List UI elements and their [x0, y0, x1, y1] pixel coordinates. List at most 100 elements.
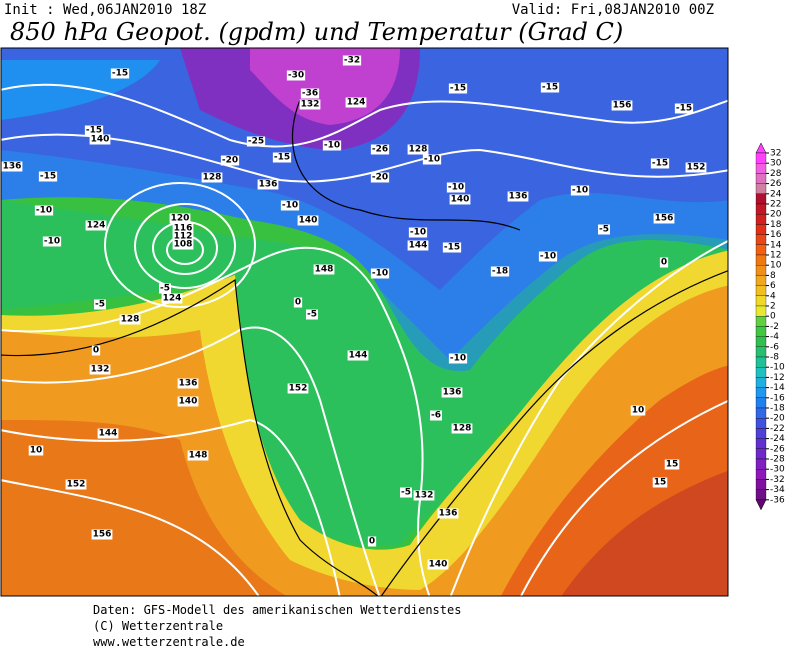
colorbar-label: 0: [770, 312, 776, 322]
colorbar-swatch: [755, 295, 767, 307]
label-box: [280, 200, 300, 211]
contour-label: 140: [451, 195, 470, 205]
contour-label: 136: [439, 509, 458, 519]
label-box: [427, 559, 449, 570]
colorbar-swatch: [755, 285, 767, 296]
colorbar-label: 4: [770, 291, 776, 301]
label-box: [652, 477, 668, 488]
contour-label: 124: [163, 294, 182, 304]
contour-label: 152: [289, 384, 308, 394]
footer-line: (C) Wetterzentrale: [93, 619, 223, 633]
contour-label: -10: [44, 237, 60, 247]
contour-label: -5: [307, 310, 317, 320]
colorbar-label: -16: [770, 393, 785, 403]
label-box: [110, 68, 130, 79]
contour-label: 132: [91, 365, 110, 375]
colorbar-label: 16: [770, 230, 782, 240]
contour-label: -18: [492, 267, 508, 277]
colorbar-label: 20: [770, 210, 782, 220]
label-box: [313, 264, 335, 275]
label-box: [413, 490, 435, 501]
contour-label: 128: [409, 145, 428, 155]
colorbar-swatch: [755, 244, 767, 256]
label-box: [84, 125, 104, 136]
contour-label: 136: [3, 162, 22, 172]
label-box: [611, 100, 633, 111]
label-box: [220, 155, 240, 166]
colorbar-label: -12: [770, 373, 785, 383]
label-box: [430, 410, 442, 421]
colorbar-label: 30: [770, 159, 782, 169]
colorbar-label: -10: [770, 363, 785, 373]
colorbar-swatch: [755, 265, 767, 276]
colorbar-swatch: [755, 336, 767, 347]
contour-label: -20: [372, 173, 388, 183]
colorbar-label: -34: [770, 485, 785, 495]
contour-label: 140: [299, 216, 318, 226]
map: [1, 48, 728, 596]
label-box: [94, 299, 106, 310]
map-border: [0, 47, 729, 597]
label-box: [172, 223, 194, 234]
label-box: [246, 136, 266, 147]
contour-label: 140: [179, 397, 198, 407]
colorbar-label: -22: [770, 424, 785, 434]
label-box: [540, 82, 560, 93]
label-box: [630, 405, 646, 416]
label-box: [598, 224, 610, 235]
contour-label: 15: [666, 460, 679, 470]
contour-label: 124: [347, 98, 366, 108]
contour-label: -25: [248, 137, 264, 147]
label-box: [306, 309, 318, 320]
label-box: [408, 227, 428, 238]
label-box: [664, 459, 680, 470]
contour-label: 0: [661, 258, 667, 268]
label-box: [91, 345, 101, 356]
contour-label: 132: [415, 491, 434, 501]
contour-label: 15: [654, 478, 667, 488]
label-box: [287, 383, 309, 394]
label-box: [449, 194, 471, 205]
colorbar-swatch: [755, 356, 767, 368]
label-box: [172, 231, 194, 242]
contour-label: 116: [174, 224, 193, 234]
colorbar-swatch: [755, 479, 767, 490]
colorbar-label: 32: [770, 149, 781, 159]
label-box: [448, 83, 468, 94]
label-box: [1, 161, 23, 172]
contour-label: 140: [429, 560, 448, 570]
colorbar-swatch: [755, 203, 767, 215]
colorbar-label: -32: [770, 475, 785, 485]
contour-label: 120: [171, 214, 190, 224]
contour-label: -5: [160, 284, 170, 294]
colorbar: 32302826242220181614121086420-2-4-6-8-10…: [755, 142, 785, 511]
contour-label: 128: [453, 424, 472, 434]
colorbar-swatch: [755, 367, 767, 378]
colorbar-swatch: [755, 152, 767, 164]
colorbar-label: -18: [770, 404, 785, 414]
valid-time: Valid: Fri,08JAN2010 00Z: [512, 2, 714, 18]
label-box: [407, 144, 429, 155]
label-box: [659, 257, 669, 268]
label-box: [322, 140, 342, 151]
label-box: [159, 283, 171, 294]
colorbar-label: -4: [770, 332, 779, 342]
contour-label: -10: [450, 354, 466, 364]
label-box: [448, 353, 468, 364]
label-box: [345, 97, 367, 108]
contour-label: -10: [372, 269, 388, 279]
colorbar-label: -14: [770, 383, 785, 393]
contour-label: 156: [655, 214, 674, 224]
label-box: [441, 387, 463, 398]
contour-label: 132: [301, 100, 320, 110]
colorbar-arrow: [755, 142, 767, 154]
colorbar-swatch: [755, 469, 767, 480]
colorbar-swatch: [755, 316, 767, 327]
label-box: [201, 172, 223, 183]
colorbar-swatch: [755, 438, 767, 449]
colorbar-swatch: [755, 397, 767, 409]
label-box: [507, 191, 529, 202]
colorbar-swatch: [755, 407, 767, 419]
contour-label: -10: [448, 183, 464, 193]
